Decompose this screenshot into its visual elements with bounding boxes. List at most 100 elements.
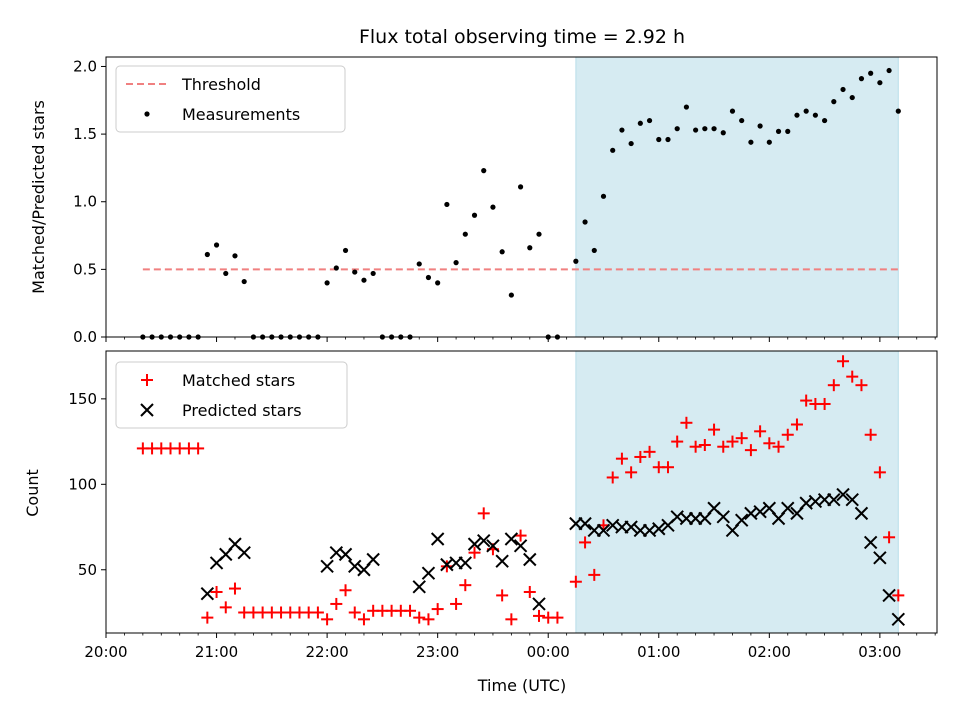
matched-star-point	[588, 568, 601, 581]
measurement-point	[637, 120, 643, 126]
legend-threshold-label: Threshold	[181, 75, 261, 94]
matched-star-point	[800, 394, 813, 407]
matched-star-point	[726, 435, 739, 448]
predicted-stars-points	[200, 487, 906, 627]
measurement-point	[757, 123, 763, 129]
matched-star-point	[219, 601, 232, 614]
measurement-point	[619, 127, 625, 133]
measurement-point	[693, 127, 699, 133]
measurement-point	[831, 99, 837, 105]
matched-star-point	[643, 445, 656, 458]
top-x-ticks	[105, 337, 936, 342]
matched-star-point	[339, 584, 352, 597]
measurement-point	[591, 247, 597, 254]
x-axis-title: Time (UTC)	[477, 676, 566, 695]
matched-star-point	[579, 536, 592, 549]
measurement-point	[232, 253, 238, 259]
predicted-star-point	[891, 612, 906, 627]
measurement-point	[444, 201, 450, 208]
matched-star-point	[192, 442, 205, 455]
measurement-point	[324, 280, 330, 286]
legend-matched-swatch	[141, 374, 153, 386]
matched-star-point	[883, 531, 896, 544]
matched-star-point	[634, 450, 647, 463]
matched-star-point	[873, 466, 886, 479]
measurement-point	[333, 265, 339, 271]
measurement-point	[481, 168, 487, 174]
measurement-point	[213, 242, 220, 248]
measurement-point	[674, 126, 680, 132]
bottom-panel: 50 100 150 20:00 21:00 22:00 23:00 00:00 01:00 0…	[23, 350, 938, 695]
matched-star-point	[311, 606, 324, 619]
x-tick-label: 22:00	[305, 643, 348, 661]
predicted-star-point	[513, 539, 528, 553]
matched-star-point	[735, 432, 748, 445]
measurement-point	[342, 247, 349, 254]
measurement-point	[803, 108, 809, 114]
matched-star-point	[533, 609, 546, 622]
matched-star-point	[864, 428, 877, 441]
legend-measurement-swatch	[144, 111, 150, 117]
predicted-star-point	[200, 586, 215, 601]
measurement-point	[877, 80, 883, 86]
measurement-point	[840, 86, 846, 93]
matched-star-point	[615, 452, 628, 465]
measurement-point	[748, 139, 754, 145]
matched-star-point	[892, 589, 905, 602]
legend-predicted-swatch	[140, 403, 154, 417]
top-panel: 0.00.51.01.52.0 Matched/Predicted stars …	[29, 56, 938, 346]
y-tick-label: 2.0	[73, 57, 97, 75]
matched-star-point	[477, 507, 490, 520]
bottom-legend-box	[115, 361, 348, 429]
measurement-point	[435, 280, 441, 286]
predicted-star-point	[854, 506, 869, 521]
predicted-star-point	[366, 552, 380, 567]
measurement-point	[352, 269, 358, 275]
legend-matched-label: Matched stars	[182, 371, 295, 390]
predicted-star-point	[467, 537, 482, 551]
matched-star-point	[818, 397, 831, 410]
measurement-point	[610, 147, 616, 153]
matched-star-point	[468, 546, 481, 559]
predicted-star-point	[578, 516, 592, 531]
matched-star-point	[698, 439, 711, 451]
predicted-star-point	[863, 535, 878, 550]
matched-star-point	[201, 611, 214, 624]
measurement-point	[656, 136, 662, 143]
y-tick-label: 100	[68, 475, 97, 493]
predicted-star-point	[486, 539, 500, 553]
matched-star-point	[606, 471, 619, 484]
measurement-point	[628, 140, 634, 147]
predicted-star-point	[421, 566, 436, 580]
measurement-point	[858, 76, 865, 82]
predicted-star-point	[836, 487, 850, 502]
measurement-point	[775, 128, 782, 134]
matched-star-point	[717, 440, 730, 453]
matched-star-point	[422, 613, 435, 626]
matched-star-point	[523, 585, 536, 598]
predicted-star-point	[523, 552, 537, 567]
predicted-star-point	[734, 513, 749, 527]
measurement-point	[453, 260, 459, 266]
matched-star-point	[661, 461, 674, 474]
measurement-point	[573, 258, 579, 264]
bottom-y-axis-title: Count	[23, 469, 42, 517]
x-tick-label: 00:00	[527, 643, 570, 661]
predicted-star-point	[458, 556, 473, 570]
matched-star-point	[357, 613, 370, 626]
matched-star-point	[459, 579, 472, 592]
measurement-point	[895, 108, 901, 114]
y-tick-label: 0.5	[73, 260, 97, 278]
measurement-point	[370, 270, 376, 277]
measurement-point	[490, 204, 496, 210]
predicted-star-point	[624, 520, 638, 534]
matched-star-point	[569, 575, 582, 588]
y-tick-label: 1.0	[73, 193, 97, 211]
predicted-star-point	[338, 547, 353, 562]
predicted-star-point	[320, 559, 334, 574]
measurement-point	[683, 104, 690, 110]
matched-star-point	[450, 597, 463, 610]
chart-title: Flux total observing time = 2.92 h	[359, 26, 685, 48]
y-tick-label: 50	[78, 561, 97, 579]
